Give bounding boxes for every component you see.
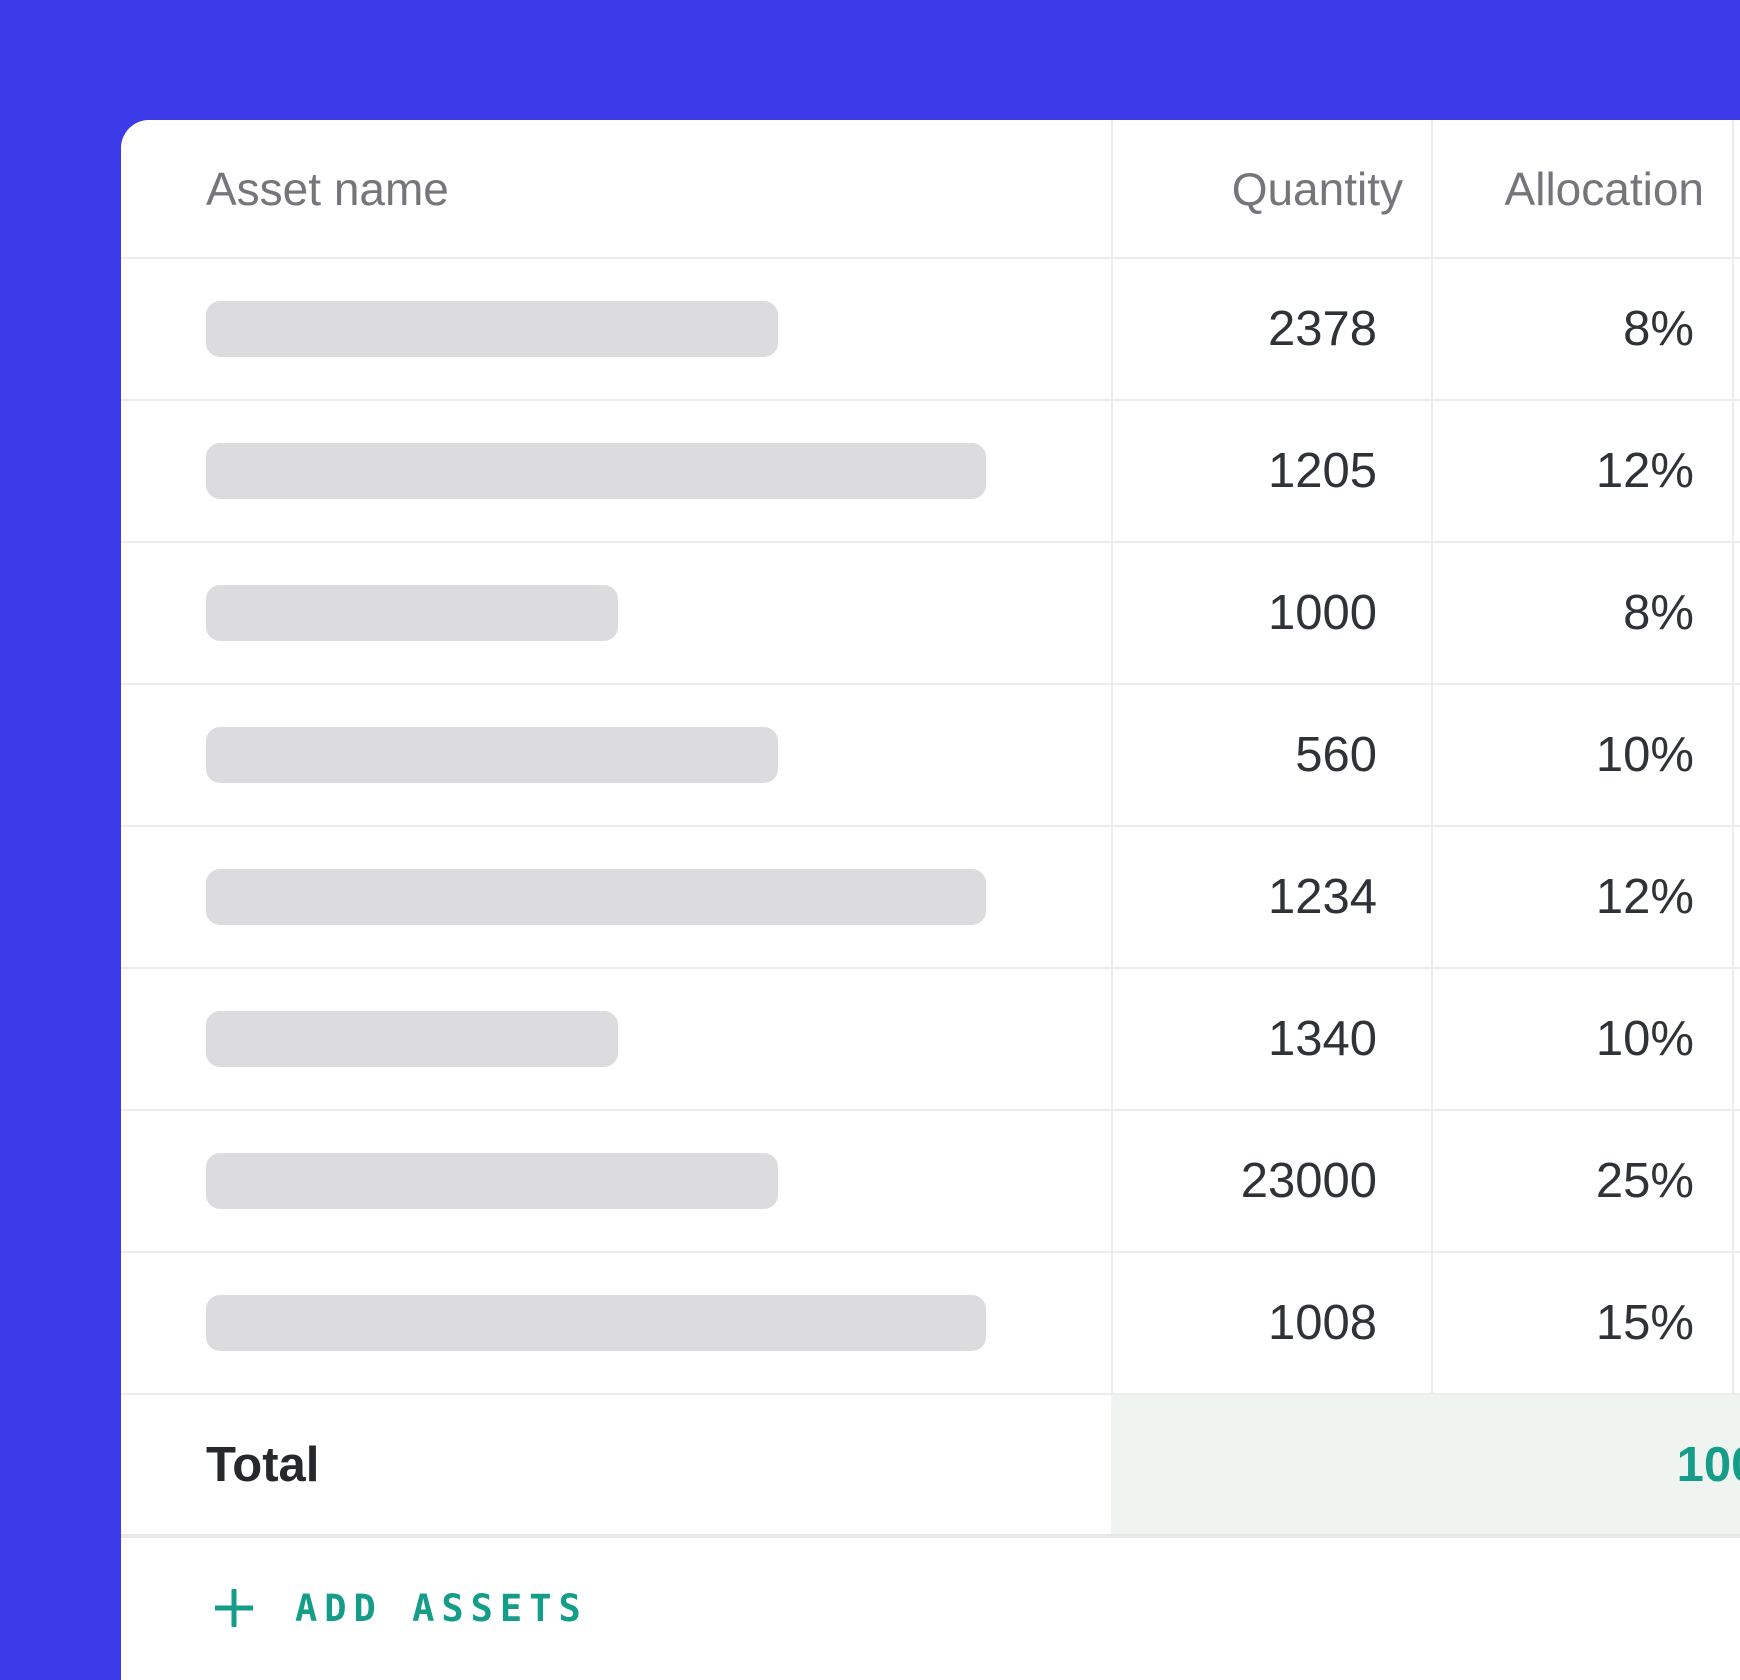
table-row: 1008 15% — [121, 1253, 1740, 1395]
quantity-value: 2378 — [1111, 259, 1431, 399]
table-footer: ADD ASSETS — [121, 1538, 1740, 1678]
add-assets-button[interactable]: ADD ASSETS — [213, 1587, 588, 1630]
asset-name-skeleton — [206, 585, 618, 641]
asset-name-skeleton — [206, 301, 778, 357]
table-row: 1205 12% — [121, 401, 1740, 543]
quantity-value: 23000 — [1111, 1111, 1431, 1251]
table-row: 1234 12% — [121, 827, 1740, 969]
quantity-value: 1234 — [1111, 827, 1431, 967]
allocation-value: 25% — [1431, 1111, 1732, 1251]
asset-name-skeleton — [206, 1153, 778, 1209]
asset-name-skeleton — [206, 1295, 986, 1351]
header-cell-stub — [1732, 120, 1740, 257]
portfolio-table-card: Asset name Quantity Allocation 2378 8% 1… — [121, 120, 1740, 1680]
allocation-value: 12% — [1431, 827, 1732, 967]
total-row: Total 100% — [121, 1395, 1740, 1538]
header-cell-allocation: Allocation — [1431, 120, 1732, 257]
quantity-value: 1205 — [1111, 401, 1431, 541]
quantity-value: 1008 — [1111, 1253, 1431, 1393]
table-row: 23000 25% — [121, 1111, 1740, 1253]
allocation-value: 10% — [1431, 969, 1732, 1109]
asset-name-skeleton — [206, 443, 986, 499]
quantity-value: 1340 — [1111, 969, 1431, 1109]
table-row: 1340 10% — [121, 969, 1740, 1111]
add-assets-label: ADD ASSETS — [295, 1586, 588, 1630]
table-header: Asset name Quantity Allocation — [121, 120, 1740, 259]
allocation-value: 12% — [1431, 401, 1732, 541]
table-row: 560 10% — [121, 685, 1740, 827]
total-allocation-value: 100% — [1676, 1437, 1740, 1492]
quantity-value: 560 — [1111, 685, 1431, 825]
total-highlight-cell: 100% — [1111, 1395, 1740, 1534]
asset-name-skeleton — [206, 1011, 618, 1067]
plus-icon — [215, 1589, 253, 1627]
allocation-value: 8% — [1431, 259, 1732, 399]
header-cell-asset-name: Asset name — [206, 162, 449, 215]
asset-name-skeleton — [206, 727, 778, 783]
asset-name-skeleton — [206, 869, 986, 925]
header-cell-quantity: Quantity — [1111, 120, 1431, 257]
allocation-value: 15% — [1431, 1253, 1732, 1393]
allocation-value: 8% — [1431, 543, 1732, 683]
table-row: 1000 8% — [121, 543, 1740, 685]
total-label: Total — [206, 1437, 320, 1492]
table-row: 2378 8% — [121, 259, 1740, 401]
allocation-value: 10% — [1431, 685, 1732, 825]
quantity-value: 1000 — [1111, 543, 1431, 683]
